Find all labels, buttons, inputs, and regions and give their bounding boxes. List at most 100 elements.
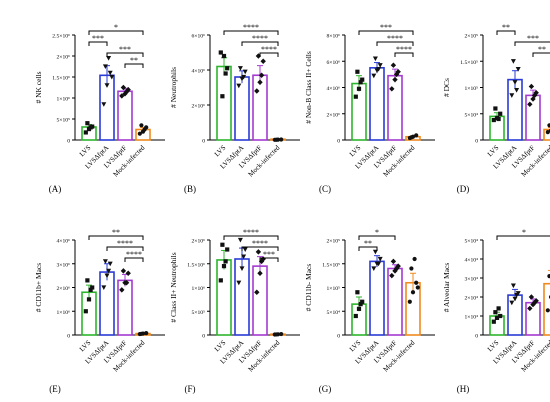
data-point [528, 294, 535, 300]
data-point [389, 272, 395, 279]
bar [525, 94, 541, 141]
significance-label: *** [263, 250, 275, 259]
data-point [225, 247, 230, 252]
data-point [120, 84, 127, 91]
data-point [512, 296, 518, 302]
data-point [496, 306, 501, 311]
data-point [514, 293, 520, 298]
y-tick-label: 5×10⁴ [327, 310, 341, 316]
data-point [83, 130, 88, 135]
significance-label: **** [261, 45, 277, 54]
y-tick-label: 5×10⁴ [465, 239, 479, 245]
data-point [119, 287, 125, 293]
x-category-label: LVS [78, 339, 93, 354]
data-point [123, 89, 130, 95]
y-tick-label: 5×10⁵ [192, 310, 206, 316]
data-point [101, 285, 107, 290]
data-point [107, 70, 113, 76]
y-tick-label: 0 [67, 334, 70, 340]
data-point [389, 86, 395, 92]
data-point [528, 83, 535, 90]
y-tick-label: 2×10⁶ [327, 112, 341, 118]
data-point [509, 93, 515, 98]
data-point [493, 310, 498, 315]
data-point [125, 270, 131, 276]
data-point [221, 53, 227, 59]
data-point [494, 315, 500, 320]
data-point [496, 116, 501, 122]
significance-bracket [394, 52, 414, 57]
data-point [393, 265, 400, 272]
significance-label: * [114, 23, 118, 32]
data-point [493, 106, 498, 111]
data-point [414, 133, 419, 138]
data-point [547, 274, 550, 279]
significance-label: * [522, 228, 526, 237]
significance-bracket [358, 235, 396, 240]
bar [369, 67, 385, 141]
y-axis-title: # CD11b+ Macs [34, 263, 43, 312]
significance-label: ** [538, 45, 546, 54]
data-point [390, 258, 397, 265]
significance-label: ** [130, 56, 138, 65]
y-tick-label: 0 [475, 334, 478, 340]
panel-label: (B) [184, 184, 196, 194]
data-point [491, 319, 496, 324]
data-point [88, 125, 93, 130]
y-tick-label: 4×10⁴ [465, 258, 479, 264]
x-category-label: LVS [348, 339, 363, 354]
data-point [223, 259, 228, 264]
significance-bracket [358, 30, 414, 35]
y-tick-label: 1×10⁶ [57, 310, 71, 316]
data-point [221, 264, 227, 269]
data-point [120, 268, 127, 274]
panel-label: (E) [49, 384, 61, 394]
data-point [119, 93, 125, 99]
y-tick-label: 5×10⁴ [465, 112, 479, 118]
data-point [236, 83, 242, 89]
significance-bracket [241, 246, 279, 251]
data-point [356, 306, 362, 311]
x-category-label: LVS [486, 339, 501, 354]
panel-label: (F) [185, 384, 196, 394]
data-point [358, 80, 363, 85]
y-axis-title: # Class II+ Neutrophils [169, 252, 178, 322]
y-tick-label: 6×10⁶ [327, 60, 341, 66]
data-point [407, 299, 412, 304]
y-tick-label: 2×10⁶ [192, 104, 206, 110]
data-point [533, 90, 539, 96]
data-point [104, 83, 110, 88]
x-category-label: LVS [486, 144, 501, 159]
panel-label: (A) [49, 184, 62, 194]
significance-bracket [496, 235, 550, 240]
data-point [101, 102, 107, 107]
significance-label: ** [364, 239, 372, 248]
data-point [509, 300, 515, 306]
data-point [415, 285, 420, 290]
significance-bracket [241, 41, 279, 46]
y-tick-label: 4×10⁶ [192, 69, 206, 75]
significance-bracket [106, 52, 144, 57]
y-tick-label: 8×10⁶ [327, 34, 341, 40]
y-tick-label: 2×10⁶ [192, 239, 206, 245]
bar [369, 260, 385, 336]
data-point [85, 121, 90, 126]
significance-label: ** [502, 23, 510, 32]
y-axis-title: # NK cells [34, 71, 43, 103]
significance-label: **** [117, 239, 133, 248]
data-point [360, 299, 365, 304]
significance-bracket [259, 257, 279, 262]
data-point [255, 249, 262, 255]
data-point [527, 305, 533, 312]
y-tick-label: 1×10⁵ [465, 86, 479, 92]
data-point [498, 313, 503, 319]
data-point [360, 77, 365, 82]
panel-a: 0 5×10⁵ 1×10⁶ 1.5×10⁶ 2×10⁶ 2.5×10⁶ # NK cells… [34, 23, 165, 194]
data-point [274, 332, 279, 337]
panel-label: (G) [319, 384, 332, 394]
significance-label: **** [252, 239, 268, 248]
data-point [236, 280, 242, 286]
data-point [531, 92, 538, 99]
data-point [514, 88, 520, 93]
